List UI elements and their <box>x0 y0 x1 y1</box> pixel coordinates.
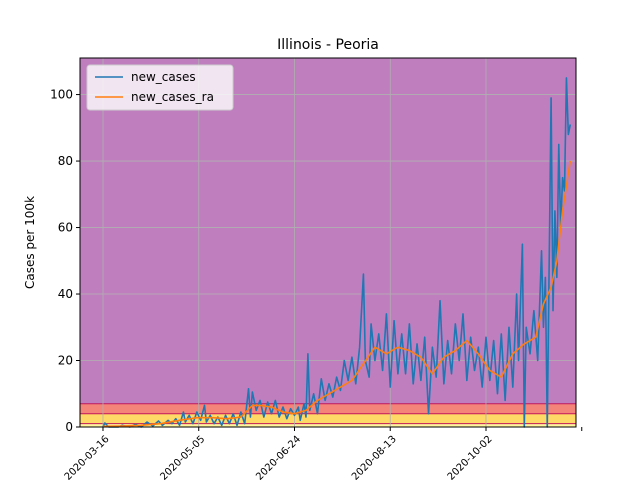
x-tick-label-3: 2020-08-13 <box>350 434 399 480</box>
y-tick-label-5: 100 <box>50 88 73 102</box>
series-lines <box>102 77 572 428</box>
y-axis-label: Cases per 100k <box>23 196 37 289</box>
legend-label-new_cases: new_cases <box>131 70 196 84</box>
legend-box <box>86 64 234 111</box>
x-tick-label-4: 2020-10-02 <box>446 434 495 480</box>
x-axis-ticks: 2020-03-16 2020-05-05 2020-06-24 2020-08-13… <box>63 427 583 483</box>
y-tick-label-0: 0 <box>65 420 73 434</box>
x-tick-label-0: 2020-03-16 <box>63 434 112 480</box>
x-tick-label-2: 2020-06-24 <box>254 434 303 480</box>
x-tick-label-1: 2020-05-05 <box>159 434 208 480</box>
band-1 <box>80 413 576 424</box>
y-tick-label-2: 40 <box>58 287 73 301</box>
series-line-new_cases <box>102 77 572 428</box>
y-tick-label-4: 80 <box>58 154 73 168</box>
background-bands <box>80 58 576 427</box>
legend-label-new_cases_ra: new_cases_ra <box>131 90 214 104</box>
y-tick-label-1: 20 <box>58 354 73 368</box>
axes-frame <box>79 57 577 428</box>
band-2 <box>80 403 576 414</box>
y-axis-ticks: 0 20 40 60 80 100 <box>50 88 80 434</box>
chart-title: Illinois - Peoria <box>277 37 379 53</box>
legend: new_cases new_cases_ra <box>86 64 234 111</box>
band-0 <box>80 423 576 427</box>
series-line-new_cases_ra <box>102 160 572 428</box>
y-tick-label-3: 60 <box>58 221 73 235</box>
